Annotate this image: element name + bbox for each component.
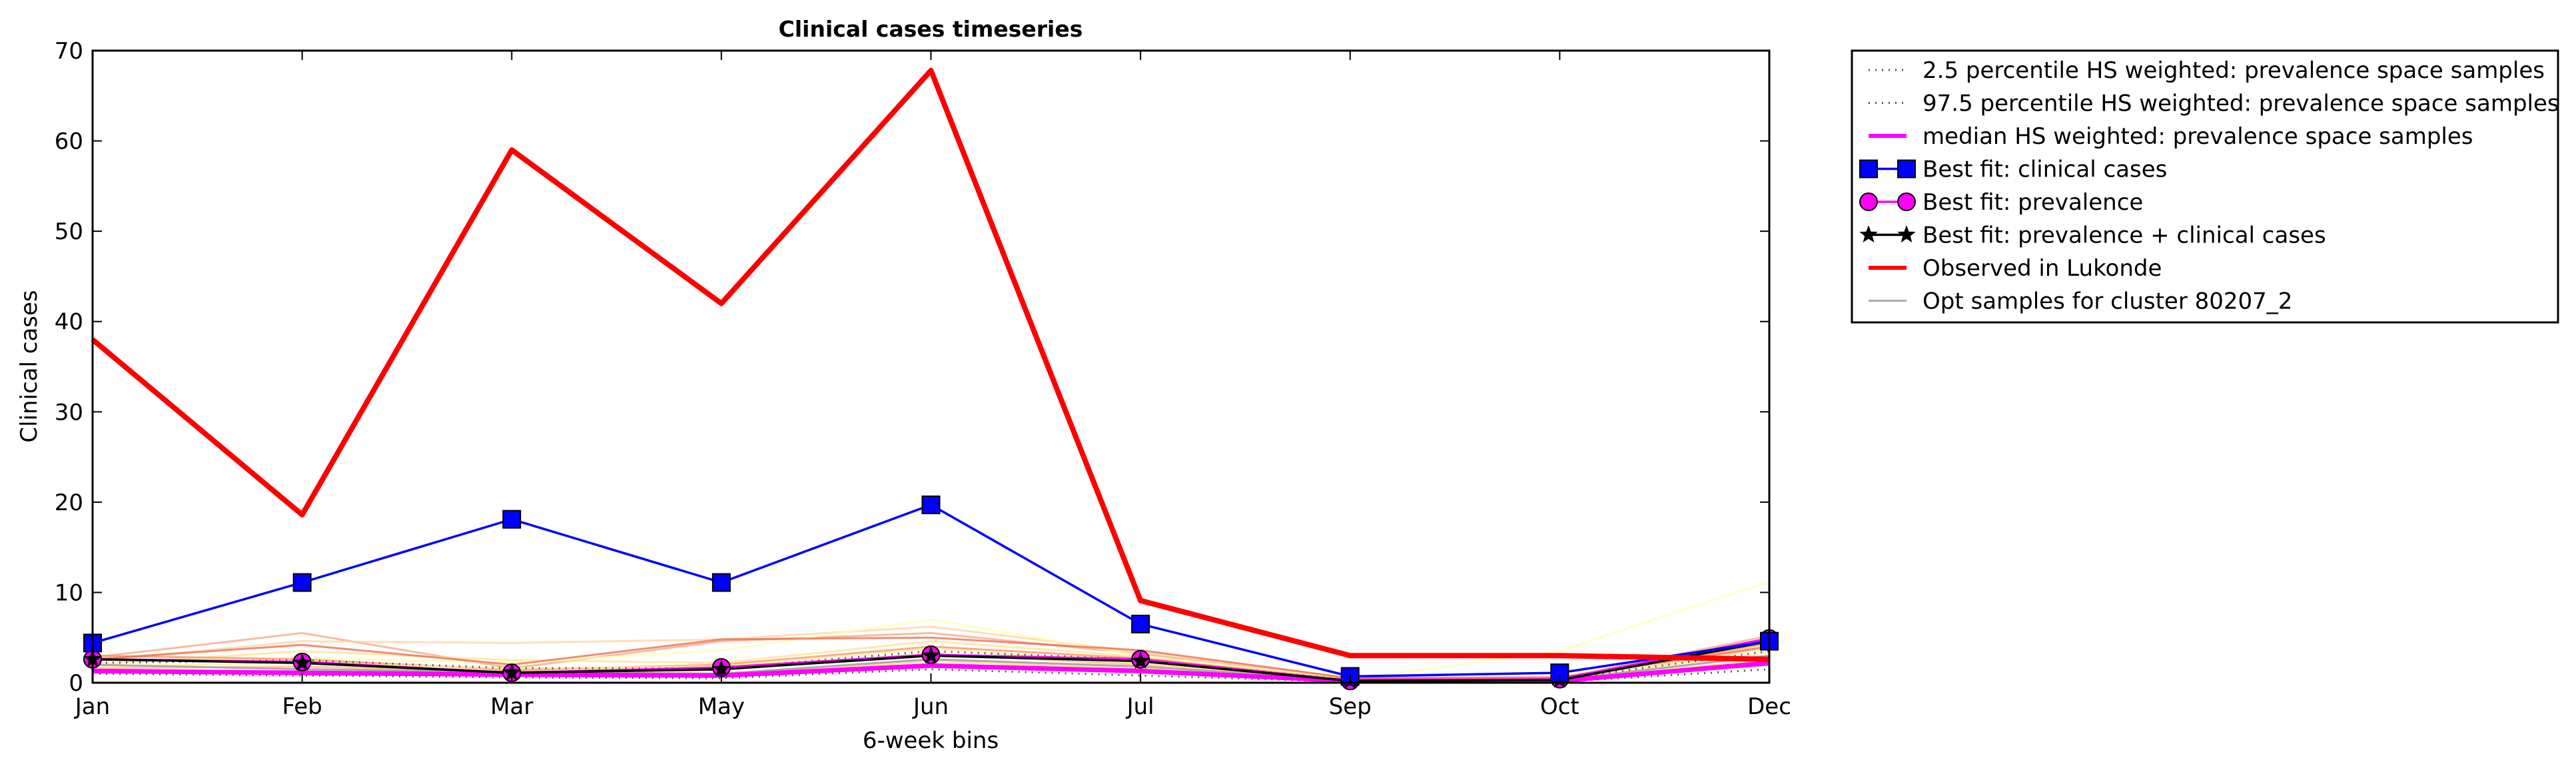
x-tick-label: Jul [1126, 693, 1154, 720]
legend-label: 2.5 percentile HS weighted: prevalence s… [1923, 57, 2545, 84]
data-point [292, 573, 312, 592]
legend-marker [1859, 159, 1878, 179]
legend-label: Best fit: prevalence [1923, 189, 2143, 216]
legend-label: Best fit: clinical cases [1923, 157, 2167, 183]
x-tick-label: Oct [1540, 693, 1579, 720]
y-tick-label: 70 [55, 38, 83, 65]
data-point [712, 659, 731, 677]
data-point [502, 510, 522, 529]
legend-marker [1859, 193, 1878, 211]
y-tick-label: 50 [55, 218, 83, 245]
x-axis: Jan Feb Mar May Jun Jul Sep Oct Dec [74, 51, 1791, 720]
x-tick-label: Jan [74, 693, 110, 720]
data-point [1131, 614, 1150, 633]
plot-frame [91, 49, 1771, 684]
series-lines [91, 67, 1770, 683]
y-tick-label: 20 [55, 490, 83, 516]
legend-label: Best fit: prevalence + clinical cases [1923, 222, 2326, 249]
y-tick-label: 60 [55, 129, 83, 155]
y-axis: 0 10 20 30 40 50 60 70 [55, 38, 1769, 697]
legend-label: 97.5 percentile HS weighted: prevalence … [1923, 91, 2559, 117]
y-axis-label: Clinical cases [16, 290, 43, 442]
legend-label: median HS weighted: prevalence space sam… [1923, 123, 2473, 150]
x-tick-label: Sep [1329, 693, 1372, 720]
x-tick-label: Feb [282, 693, 322, 720]
data-point [921, 495, 941, 514]
legend-marker [1897, 193, 1916, 211]
x-tick-label: Dec [1747, 693, 1791, 720]
legend-marker [1897, 159, 1916, 179]
x-axis-label: 6-week bins [863, 727, 999, 754]
x-tick-label: May [698, 693, 745, 720]
chart-title: Clinical cases timeseries [779, 16, 1083, 42]
x-tick-label: Jun [912, 693, 949, 720]
legend-marker [1859, 225, 1878, 243]
y-tick-label: 10 [55, 579, 83, 606]
legend-box [1851, 49, 2559, 324]
sample-line [92, 636, 1770, 679]
legend-marker [1897, 225, 1916, 243]
y-tick-label: 30 [55, 399, 83, 426]
legend: 2.5 percentile HS weighted: prevalence s… [1851, 49, 2559, 324]
data-point [711, 573, 731, 592]
y-tick-label: 40 [55, 309, 83, 336]
y-tick-label: 0 [69, 670, 83, 697]
legend-label: Observed in Lukonde [1923, 255, 2162, 282]
data-point [292, 653, 312, 671]
x-tick-label: Mar [490, 693, 533, 720]
data-point [1131, 651, 1150, 669]
data-point [921, 645, 941, 663]
sample-line [92, 580, 1770, 681]
legend-label: Opt samples for cluster 80207_2 [1923, 288, 2292, 315]
series-line [91, 67, 1770, 662]
